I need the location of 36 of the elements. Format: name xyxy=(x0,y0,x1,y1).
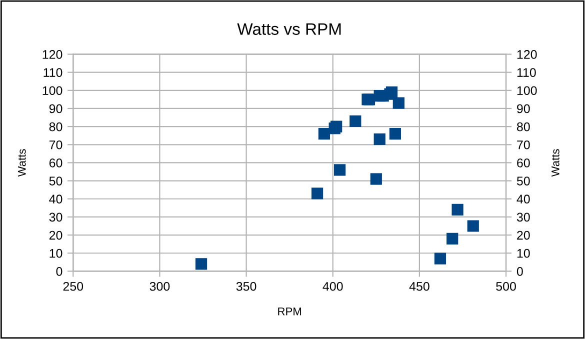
x-tick-label: 300 xyxy=(150,282,170,291)
x-tick-label: 450 xyxy=(409,282,430,291)
x-tick-label: 500 xyxy=(496,282,516,291)
y-tick-label: 70 xyxy=(49,140,62,150)
y2-tick-label: 20 xyxy=(517,230,530,240)
x-tick-label: 400 xyxy=(322,282,343,291)
x-axis-title: RPM xyxy=(278,308,302,316)
chart-title: Watts vs RPM xyxy=(237,23,341,35)
y-tick-label: 10 xyxy=(50,248,62,258)
y-tick-label: 30 xyxy=(49,212,62,222)
y2-tick-label: 90 xyxy=(517,104,530,114)
y2-tick-label: 120 xyxy=(517,50,537,59)
y2-tick-label: 0 xyxy=(516,267,523,276)
y-tick-label: 40 xyxy=(49,194,62,204)
y2-tick-label: 100 xyxy=(517,86,537,96)
y2-tick-label: 70 xyxy=(517,140,530,150)
y2-tick-label: 40 xyxy=(516,194,530,204)
y-tick-label: 90 xyxy=(49,104,62,114)
y2-tick-label: 50 xyxy=(516,176,530,186)
y-tick-label: 20 xyxy=(49,230,62,240)
y2-tick-label: 60 xyxy=(517,158,530,168)
y-tick-label: 100 xyxy=(42,86,62,96)
x-tick-label: 350 xyxy=(236,282,256,291)
y-tick-label: 50 xyxy=(49,176,62,186)
y-tick-label: 60 xyxy=(49,158,62,168)
y2-tick-label: 30 xyxy=(516,212,530,222)
y-tick-label: 0 xyxy=(56,267,62,276)
y-tick-label: 80 xyxy=(49,122,62,132)
y2-tick-label: 80 xyxy=(516,122,530,132)
y-tick-label: 120 xyxy=(42,50,62,59)
y2-tick-label: 110 xyxy=(517,68,536,77)
y-axis-title: Watts xyxy=(18,149,26,177)
y2-axis-title: Watts xyxy=(552,149,560,177)
x-tick-label: 250 xyxy=(63,282,84,291)
y-tick-label: 110 xyxy=(44,68,62,77)
y2-tick-label: 10 xyxy=(517,248,530,258)
